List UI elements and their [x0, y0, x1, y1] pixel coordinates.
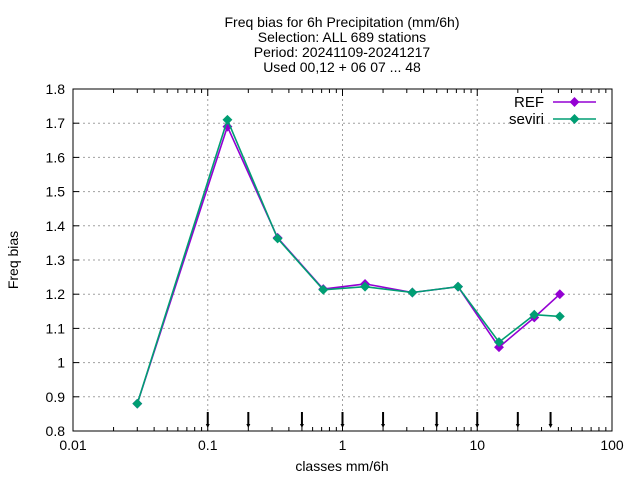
series-ref — [132, 121, 565, 409]
y-tick-label: 1.5 — [46, 184, 66, 200]
data-point — [360, 281, 370, 292]
class-threshold-marker — [205, 412, 210, 428]
chart-title-line-4: Used 00,12 + 06 07 ... 48 — [263, 59, 421, 75]
y-tick-label: 1.6 — [46, 149, 66, 165]
threshold-arrowhead — [381, 424, 386, 428]
data-series — [132, 114, 565, 409]
chart-title-line-2: Selection: ALL 689 stations — [258, 29, 426, 45]
legend-entry-ref: REF — [514, 94, 596, 111]
y-tick-label: 1.4 — [46, 218, 66, 234]
threshold-arrowhead — [340, 424, 345, 428]
y-tick-label: 1.3 — [46, 252, 66, 268]
chart-title: Freq bias for 6h Precipitation (mm/6h) S… — [225, 14, 460, 75]
legend-marker — [569, 114, 580, 124]
threshold-arrowhead — [299, 424, 304, 428]
data-point — [453, 281, 463, 292]
data-point — [529, 309, 540, 320]
y-tick-label: 1.7 — [46, 115, 66, 131]
data-point — [494, 337, 504, 348]
y-tick-label: 1 — [57, 355, 65, 371]
threshold-arrowhead — [434, 424, 439, 428]
threshold-arrowhead — [548, 424, 553, 428]
y-tick-label: 0.8 — [46, 423, 66, 439]
threshold-arrowhead — [246, 424, 251, 428]
class-threshold-marker — [548, 412, 553, 428]
y-tick-label: 1.2 — [46, 286, 66, 302]
class-threshold-marker — [299, 412, 304, 428]
chart-title-line-3: Period: 20241109-20241217 — [254, 44, 431, 60]
legend-label: REF — [514, 94, 544, 111]
data-point — [272, 233, 283, 244]
y-tick-label: 1.1 — [46, 320, 66, 336]
class-threshold-marker — [434, 412, 439, 428]
x-tick-label: 0.01 — [59, 437, 86, 453]
threshold-arrowhead — [205, 424, 210, 428]
y-tick-label: 0.9 — [46, 389, 66, 405]
threshold-arrowhead — [515, 424, 520, 428]
data-point — [554, 289, 565, 300]
class-threshold-marker — [246, 412, 251, 428]
data-point — [132, 398, 143, 409]
data-point — [494, 342, 504, 353]
class-threshold-marker — [340, 412, 345, 428]
x-tick-label: 0.1 — [198, 437, 218, 453]
series-seviri — [132, 114, 565, 409]
y-tick-label: 1.8 — [46, 81, 66, 97]
class-threshold-markers — [205, 412, 553, 428]
y-axis-label: Freq bias — [5, 231, 21, 289]
class-threshold-marker — [515, 412, 520, 428]
series-line-seviri — [136, 117, 560, 404]
threshold-arrowhead — [475, 424, 480, 428]
axes: 0.8 0.9 1 1.1 1.2 1.3 1.4 1.5 1.6 1.7 1.8 0.01 0.1 1 1… — [46, 81, 624, 453]
class-threshold-marker — [475, 412, 480, 428]
data-point — [318, 284, 329, 295]
legend-marker — [569, 97, 580, 107]
data-point — [222, 114, 233, 125]
x-tick-label: 10 — [469, 437, 485, 453]
chart-title-line-1: Freq bias for 6h Precipitation (mm/6h) — [225, 14, 460, 30]
data-point — [554, 311, 565, 322]
grid — [73, 89, 612, 431]
x-axis-label: classes mm/6h — [295, 458, 388, 474]
class-threshold-marker — [381, 412, 386, 428]
data-point — [407, 287, 418, 298]
legend-label: seviri — [509, 111, 544, 128]
series-line-ref — [136, 124, 561, 404]
x-tick-label: 1 — [339, 437, 347, 453]
x-tick-label: 100 — [600, 437, 624, 453]
legend-entry-seviri: seviri — [509, 111, 596, 128]
